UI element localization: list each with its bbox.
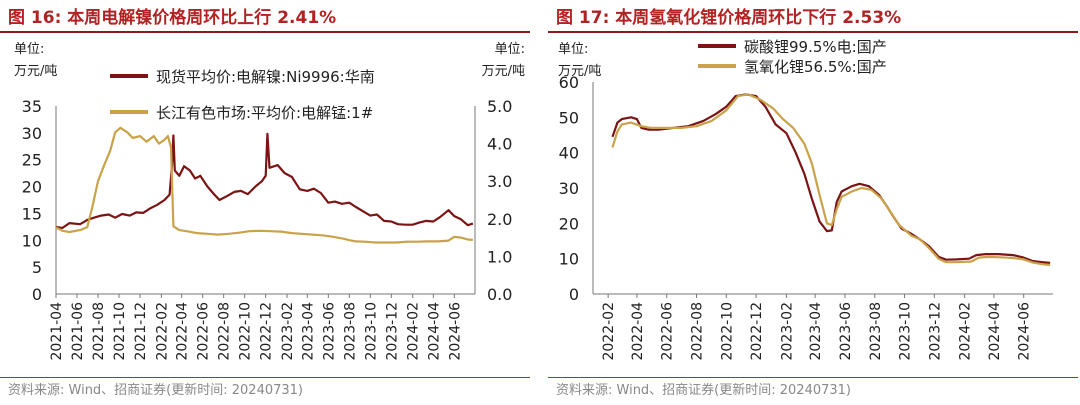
y-tick-label: 0: [32, 285, 42, 304]
y-axis-unit-label: 万元/吨: [558, 64, 601, 79]
x-tick-label: 2022-08: [690, 302, 706, 361]
source-note: 资料来源: Wind、招商证券(更新时间: 20240731): [556, 383, 852, 398]
x-tick-label: 2021-08: [91, 302, 107, 361]
y-tick-label: 15: [22, 204, 42, 223]
y-tick-label: 10: [559, 250, 579, 269]
x-tick-label: 2023-06: [321, 302, 337, 361]
x-tick-label: 2022-04: [630, 302, 646, 361]
y-axis-unit-label: 单位:: [558, 42, 588, 57]
legend-label: 长江有色市场:平均价:电解锰:1#: [156, 104, 373, 122]
y-tick-label: 0: [569, 285, 579, 304]
x-tick-label: 2023-08: [868, 302, 884, 361]
x-tick-label: 2022-02: [601, 302, 617, 361]
x-tick-label: 2021-04: [49, 302, 65, 361]
source-divider: [548, 377, 1078, 378]
x-tick-label: 2022-02: [154, 302, 170, 361]
x-tick-label: 2022-10: [719, 302, 735, 361]
x-tick-label: 2022-08: [217, 302, 233, 361]
x-tick-label: 2022-10: [238, 302, 254, 361]
y-tick-label: 30: [22, 124, 42, 143]
x-tick-label: 2023-02: [779, 302, 795, 361]
y2-tick-label: 0.0: [487, 285, 512, 304]
lithium-line-chart: 单位: 万元/吨 0 10 20 30 40 50 60 2022-02 2022-04 2022-0…: [558, 38, 1053, 361]
x-tick-label: 2024-02: [406, 302, 422, 361]
x-tick-label: 2023-10: [363, 302, 379, 361]
chart-panel-lithium: 图 17: 本周氢氧化锂价格周环比下行 2.53% 单位: 万元/吨 0 10 20 30…: [548, 0, 1078, 405]
y-axis-unit-label: 单位:: [14, 42, 44, 57]
nickel-manganese-line-chart: 单位: 万元/吨 单位: 万元/吨 0 5 10 15 20 25 30 35 0.0 1.0 2.0 3.0…: [14, 42, 525, 361]
x-tick-label: 2023-04: [808, 302, 824, 361]
y-tick-label: 20: [559, 214, 579, 233]
y2-tick-label: 4.0: [487, 135, 512, 154]
series-line-1: [55, 132, 474, 229]
x-tick-label: 2023-10: [898, 302, 914, 361]
y2-tick-label: 2.0: [487, 210, 512, 229]
x-tick-label: 2022-06: [660, 302, 676, 361]
y-tick-label: 20: [22, 178, 42, 197]
chart-title: 图 16: 本周电解镍价格周环比上行 2.41%: [8, 8, 337, 28]
x-tick-label: 2022-12: [259, 302, 275, 361]
y-tick-label: 60: [559, 73, 579, 92]
source-divider: [0, 377, 530, 378]
x-tick-label: 2023-02: [280, 302, 296, 361]
title-underline: [0, 31, 530, 33]
y-tick-label: 35: [22, 97, 42, 116]
y2-axis-unit-label: 万元/吨: [482, 64, 525, 79]
chart-panel-nickel-manganese: 图 16: 本周电解镍价格周环比上行 2.41% 单位: 万元/吨 单位: 万元/吨 0…: [0, 0, 530, 405]
y-tick-label: 40: [559, 144, 579, 163]
y-axis-unit-label: 万元/吨: [14, 64, 57, 79]
y-tick-label: 50: [559, 108, 579, 127]
series-line-2: [55, 126, 473, 244]
y-tick-label: 5: [32, 258, 42, 277]
series-line-2: [611, 93, 1051, 267]
y-tick-label: 25: [22, 151, 42, 170]
x-tick-label: 2022-06: [196, 302, 212, 361]
y2-tick-label: 1.0: [487, 247, 512, 266]
x-tick-label: 2024-04: [426, 302, 442, 361]
x-tick-label: 2023-08: [342, 302, 358, 361]
source-note: 资料来源: Wind、招商证券(更新时间: 20240731): [8, 383, 304, 398]
x-tick-label: 2023-06: [838, 302, 854, 361]
title-underline: [548, 31, 1078, 33]
y-tick-label: 10: [22, 231, 42, 250]
legend-label: 现货平均价:电解镍:Ni9996:华南: [156, 68, 375, 86]
x-tick-label: 2024-06: [447, 302, 463, 361]
x-tick-label: 2021-06: [70, 302, 86, 361]
x-tick-label: 2024-04: [987, 302, 1003, 361]
x-tick-label: 2024-02: [958, 302, 974, 361]
x-tick-label: 2022-04: [175, 302, 191, 361]
y2-axis-unit-label: 单位:: [495, 42, 525, 57]
series-line-1: [611, 93, 1051, 264]
legend-label: 氢氧化锂56.5%:国产: [744, 58, 887, 76]
chart-title: 图 17: 本周氢氧化锂价格周环比下行 2.53%: [556, 8, 902, 28]
x-tick-label: 2023-12: [384, 302, 400, 361]
x-tick-label: 2022-12: [749, 302, 765, 361]
x-tick-label: 2021-10: [112, 302, 128, 361]
legend-label: 碳酸锂99.5%电:国产: [744, 38, 887, 56]
x-tick-label: 2023-04: [300, 302, 316, 361]
x-tick-label: 2024-06: [1017, 302, 1033, 361]
y-tick-label: 30: [559, 179, 579, 198]
x-tick-label: 2023-12: [927, 302, 943, 361]
y2-tick-label: 3.0: [487, 172, 512, 191]
y2-tick-label: 5.0: [487, 97, 512, 116]
x-tick-label: 2021-12: [133, 302, 149, 361]
